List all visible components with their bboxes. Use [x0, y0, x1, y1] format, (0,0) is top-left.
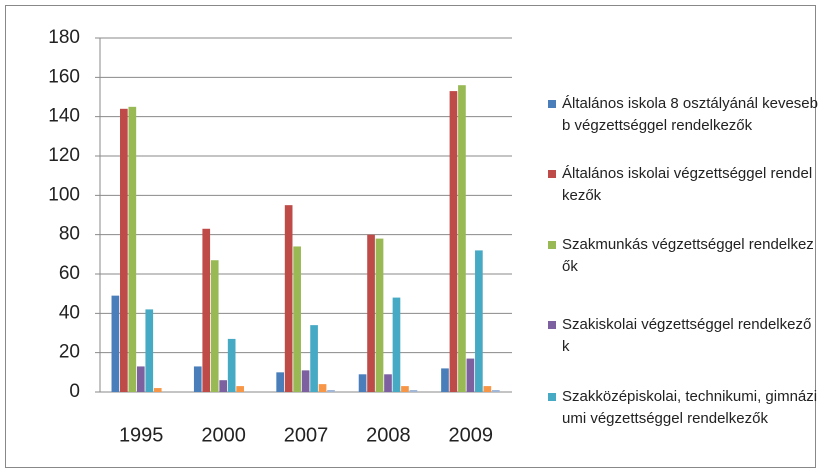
legend-item: Szakmunkás végzettséggel rendelkezők — [548, 234, 818, 278]
bar — [318, 384, 327, 392]
y-tick-label: 60 — [59, 263, 80, 284]
bar — [210, 260, 219, 392]
legend-item: Általános iskolai végzettséggel rendelke… — [548, 163, 818, 207]
bar — [384, 374, 392, 392]
bar — [202, 228, 211, 392]
y-tick-label: 80 — [59, 224, 80, 245]
y-tick-label: 180 — [48, 27, 80, 48]
legend-label: Szakiskolai végzettséggel rendelkezők — [562, 316, 812, 355]
legend-item: Általános iskola 8 osztályánál kevesebb … — [548, 93, 818, 137]
bar — [441, 368, 449, 392]
bar — [409, 390, 418, 392]
bar — [327, 390, 335, 392]
bar — [358, 374, 367, 392]
x-tick-label: 2000 — [201, 424, 246, 446]
y-tick-label: 40 — [59, 302, 80, 323]
bar — [219, 380, 228, 392]
bar — [367, 234, 375, 392]
legend-swatch — [548, 170, 556, 178]
x-tick-label: 2008 — [366, 424, 411, 446]
bar — [284, 205, 293, 392]
legend-swatch — [548, 241, 556, 249]
legend-swatch — [548, 100, 556, 108]
legend-label: Szakközépiskolai, technikumi, gimnáziumi… — [562, 388, 818, 427]
x-tick-label: 2009 — [449, 424, 494, 446]
legend-swatch — [548, 321, 556, 329]
bar — [475, 250, 483, 392]
x-tick-label: 2007 — [284, 424, 329, 446]
bar — [491, 390, 500, 392]
bar — [458, 85, 466, 392]
bar — [120, 108, 128, 393]
y-tick-label: 160 — [48, 66, 80, 87]
y-tick-label: 140 — [48, 106, 80, 127]
legend-label: Általános iskola 8 osztályánál kevesebb … — [562, 95, 818, 134]
y-tick-label: 20 — [59, 342, 80, 363]
y-tick-label: 100 — [48, 184, 80, 205]
bar — [276, 372, 285, 392]
bar — [449, 91, 458, 392]
legend-item: Szakiskolai végzettséggel rendelkezők — [548, 314, 818, 358]
bar — [153, 388, 162, 392]
x-tick-label: 1995 — [119, 424, 164, 446]
bar — [136, 366, 145, 392]
bar — [227, 338, 236, 392]
legend-label: Szakmunkás végzettséggel rendelkezők — [562, 236, 814, 275]
bar — [466, 358, 475, 392]
bar — [128, 106, 137, 392]
bar — [111, 295, 120, 392]
legend-label: Általános iskolai végzettséggel rendelke… — [562, 165, 813, 204]
legend-swatch — [548, 393, 556, 401]
bar — [392, 297, 401, 392]
bar — [375, 238, 384, 392]
y-tick-label: 0 — [69, 381, 80, 402]
legend-item: Szakközépiskolai, technikumi, gimnáziumi… — [548, 386, 818, 430]
bar — [301, 370, 310, 392]
chart-border — [5, 5, 816, 468]
y-tick-label: 120 — [48, 145, 80, 166]
bar — [310, 325, 318, 392]
bar — [145, 309, 154, 392]
bar — [483, 386, 492, 392]
bar — [401, 386, 409, 392]
bar — [193, 366, 202, 392]
bar — [293, 246, 301, 392]
bar — [236, 386, 244, 392]
